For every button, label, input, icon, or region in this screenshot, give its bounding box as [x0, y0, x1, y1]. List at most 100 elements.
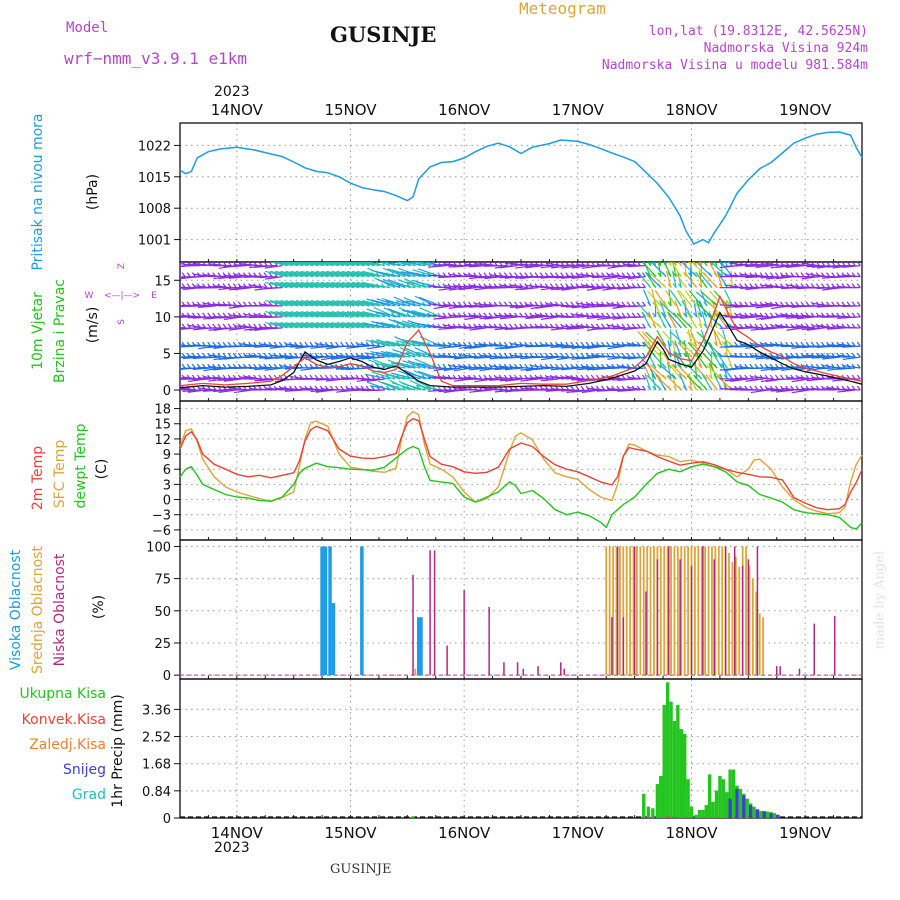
ytick-label: 100: [146, 540, 171, 555]
wind-barb-tip: [580, 352, 585, 358]
wind-barb-tip: [350, 341, 355, 347]
wind-barb: [275, 310, 298, 318]
precip-bar-total: [759, 810, 763, 818]
wind-barb: [745, 325, 764, 329]
wind-barb: [520, 378, 539, 382]
wind-barb-tip: [682, 341, 687, 347]
wind-barb: [659, 364, 677, 380]
wind-barb: [842, 364, 861, 369]
wind-barb: [484, 276, 503, 280]
wind-barb: [264, 300, 288, 307]
bottom-day-label: 19NOV: [779, 824, 832, 842]
wind-barb: [806, 354, 825, 358]
wind-barb: [755, 265, 774, 269]
wind-barb: [305, 321, 329, 329]
wind-barb: [290, 281, 314, 289]
precip-bar-total: [721, 779, 726, 818]
wind-barb: [280, 270, 303, 278]
wind-barb: [218, 276, 237, 280]
wind-barb-tip: [831, 272, 836, 277]
wind-barb-tip: [631, 352, 636, 358]
wind-barb-tip: [626, 352, 631, 358]
wind-barb-tip: [713, 262, 718, 267]
compass-ew-arrow: <—|—>: [104, 291, 140, 301]
wind-barb-tip: [846, 312, 851, 318]
wind-barb: [310, 281, 334, 289]
wind-barb-tip: [626, 312, 631, 318]
cloud-bar-mid: [639, 546, 642, 676]
precip-bar-snow: [742, 795, 746, 818]
wind-barb-tip: [641, 301, 646, 307]
top-day-label: 14NOV: [211, 101, 264, 119]
precip-bar-total: [728, 769, 732, 818]
wind-barb-tip: [641, 341, 646, 347]
wind-barb-tip: [227, 323, 232, 329]
wind-barb: [806, 327, 825, 331]
wind-barb: [300, 281, 324, 289]
wind-barb-tip: [688, 385, 692, 391]
wind-barb: [396, 361, 421, 369]
wind-barb-tip: [278, 341, 283, 347]
wind-barb-tip: [769, 374, 774, 380]
bottom-day-label: 17NOV: [552, 824, 605, 842]
wind-barb: [290, 321, 314, 329]
wind-barb-tip: [616, 262, 621, 267]
wind-barb-tip: [222, 323, 227, 329]
wind-barb: [770, 367, 789, 371]
wind-barb: [331, 270, 355, 278]
cloud-bar-mid: [745, 546, 747, 676]
wind-barb: [780, 326, 799, 329]
wind-barb: [474, 302, 493, 307]
wind-barb: [791, 389, 810, 394]
wind-barb-tip: [345, 341, 350, 347]
wind-barb: [294, 356, 314, 359]
cloud-bar-low: [645, 591, 647, 676]
wind-barb: [346, 281, 370, 289]
wind-barb: [727, 262, 733, 267]
cloud-bar-high: [328, 546, 332, 676]
ytick-label: 9: [163, 448, 171, 463]
wind-barb: [566, 345, 585, 349]
top-year-label: 2023: [214, 84, 250, 100]
wind-barb-tip: [647, 301, 652, 307]
wind-barb: [796, 367, 815, 371]
wind-barb: [671, 270, 677, 288]
wind-barb: [469, 305, 487, 308]
wind-barb: [660, 302, 677, 318]
wind-barb-tip: [263, 272, 268, 277]
wind-barb: [469, 327, 487, 331]
wind-barb-tip: [744, 301, 749, 307]
wind-barb: [689, 262, 693, 266]
precip-bar-total: [655, 784, 660, 818]
wind-barb: [243, 263, 262, 267]
wind-barb-tip: [263, 352, 268, 358]
wind-barb-tip: [693, 272, 698, 277]
wind-barb: [270, 321, 293, 329]
wind-barb-tip: [667, 301, 672, 307]
wind-barb-tip: [698, 374, 703, 380]
wind-barb: [384, 262, 396, 267]
wind-barb-tip: [601, 385, 606, 391]
wind-barb: [649, 262, 652, 266]
wind-barb-tip: [698, 262, 703, 267]
cloud-bar-high: [331, 603, 336, 676]
wind-barb-tip: [636, 262, 641, 267]
wind-barb: [370, 299, 395, 307]
wind-barb-tip: [299, 341, 304, 347]
cloud-bar-mid: [680, 546, 683, 676]
wind-barb: [357, 281, 380, 289]
wind-barb: [366, 298, 390, 307]
wind-barb: [701, 311, 708, 329]
top-day-label: 19NOV: [779, 101, 832, 119]
wind-barb: [770, 276, 789, 279]
wind-barb: [740, 273, 759, 278]
wind-barb: [192, 303, 211, 307]
wind-barb: [642, 362, 652, 380]
wind-barb-tip: [652, 385, 657, 391]
wind-barb-tip: [186, 272, 191, 277]
wind-barb-tip: [202, 323, 207, 329]
wind-barb: [689, 270, 693, 288]
wind-barb-tip: [693, 323, 698, 329]
wind-barb: [294, 262, 314, 267]
panel-precip: 0 0.84 1.68 2.52 3.36: [142, 678, 863, 827]
